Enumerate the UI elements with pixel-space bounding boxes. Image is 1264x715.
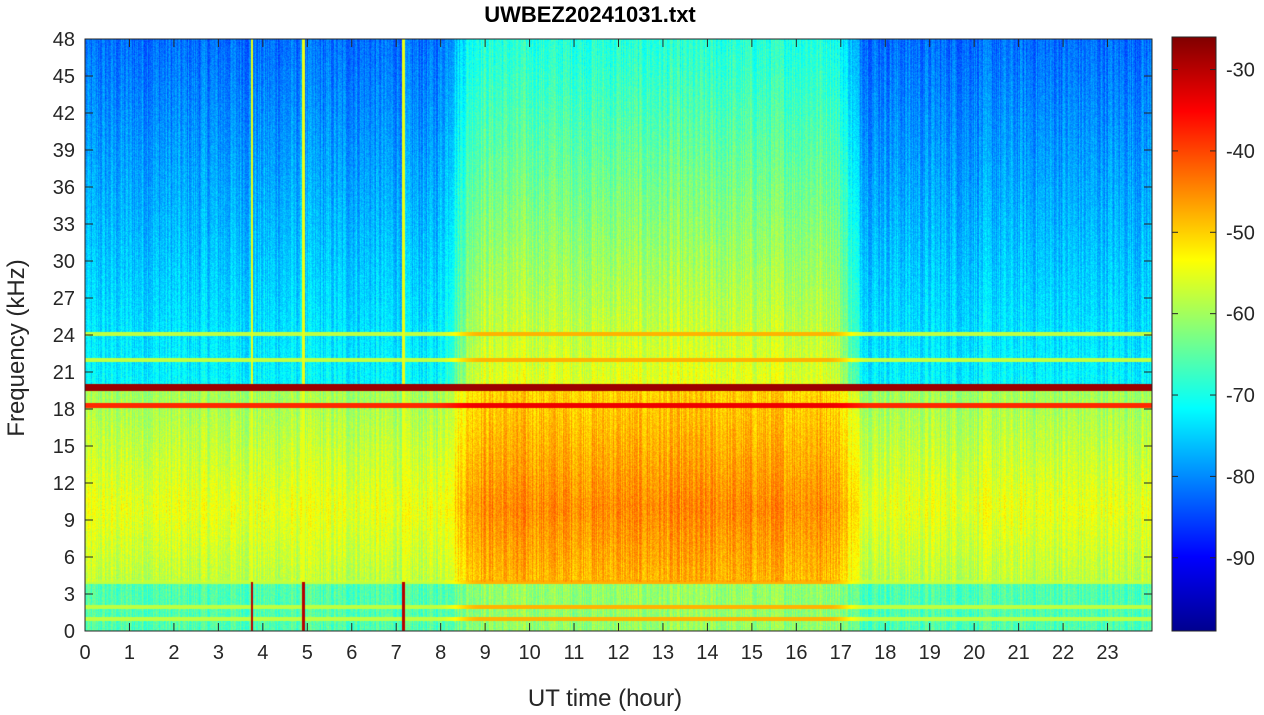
y-tick-label: 30 xyxy=(53,251,75,273)
y-tick-label: 15 xyxy=(53,436,75,458)
x-axis: 0 1 2 3 4 5 6 7 8 9 10 11 12 13 14 15 16 17 18 19 20 21 22 23 xyxy=(79,39,1119,664)
y-axis-label: Frequency (kHz) xyxy=(3,259,30,436)
x-tick-label: 10 xyxy=(518,642,540,664)
colorbar-tick-label: -40 xyxy=(1226,141,1255,163)
y-tick-label: 9 xyxy=(64,510,75,532)
x-tick-label: 16 xyxy=(785,642,807,664)
heatmap-image xyxy=(85,39,1152,631)
colorbar-tick-label: -70 xyxy=(1226,385,1255,407)
x-tick-label: 14 xyxy=(696,642,718,664)
y-tick-label: 42 xyxy=(53,103,75,125)
x-tick-label: 21 xyxy=(1008,642,1030,664)
y-tick-label: 0 xyxy=(64,621,75,643)
y-tick-label: 48 xyxy=(53,29,75,51)
chart-title: UWBEZ20241031.txt xyxy=(484,2,696,27)
y-tick-label: 24 xyxy=(53,325,75,347)
y-tick-label: 33 xyxy=(53,214,75,236)
colorbar-tick-label: -80 xyxy=(1226,466,1255,488)
y-tick-label: 6 xyxy=(64,547,75,569)
plot-area xyxy=(84,38,1153,632)
x-tick-label: 2 xyxy=(168,642,179,664)
x-tick-label: 5 xyxy=(302,642,313,664)
colorbar-tick-label: -60 xyxy=(1226,304,1255,326)
x-tick-label: 3 xyxy=(213,642,224,664)
x-axis-label: UT time (hour) xyxy=(528,685,682,712)
x-tick-label: 7 xyxy=(391,642,402,664)
x-tick-label: 1 xyxy=(124,642,135,664)
y-tick-label: 45 xyxy=(53,66,75,88)
y-tick-label: 21 xyxy=(53,362,75,384)
y-tick-label: 39 xyxy=(53,140,75,162)
colorbar-tick-label: -30 xyxy=(1226,60,1255,82)
x-tick-label: 13 xyxy=(652,642,674,664)
x-tick-label: 4 xyxy=(257,642,268,664)
colorbar-ticks: -30 -40 -50 -60 -70 -80 -90 xyxy=(1172,60,1255,570)
x-tick-label: 9 xyxy=(480,642,491,664)
y-tick-label: 3 xyxy=(64,584,75,606)
x-tick-label: 23 xyxy=(1096,642,1118,664)
colorbar-tick-label: -50 xyxy=(1226,222,1255,244)
x-tick-label: 20 xyxy=(963,642,985,664)
x-tick-label: 11 xyxy=(564,642,585,664)
x-tick-label: 0 xyxy=(79,642,90,664)
y-tick-label: 36 xyxy=(53,177,75,199)
x-tick-label: 15 xyxy=(741,642,763,664)
x-tick-label: 18 xyxy=(874,642,896,664)
colorbar-tick-label: -90 xyxy=(1226,548,1255,570)
y-tick-label: 12 xyxy=(53,473,75,495)
x-tick-label: 17 xyxy=(830,642,852,664)
y-tick-label: 18 xyxy=(53,399,75,421)
colorbar-gradient xyxy=(1171,36,1217,632)
y-tick-label: 27 xyxy=(53,288,75,310)
x-tick-label: 12 xyxy=(607,642,629,664)
colorbar: -30 -40 -50 -60 -70 -80 -90 xyxy=(1171,36,1255,632)
x-tick-label: 19 xyxy=(919,642,941,664)
x-tick-label: 6 xyxy=(346,642,357,664)
x-tick-label: 22 xyxy=(1052,642,1074,664)
x-tick-label: 8 xyxy=(435,642,446,664)
